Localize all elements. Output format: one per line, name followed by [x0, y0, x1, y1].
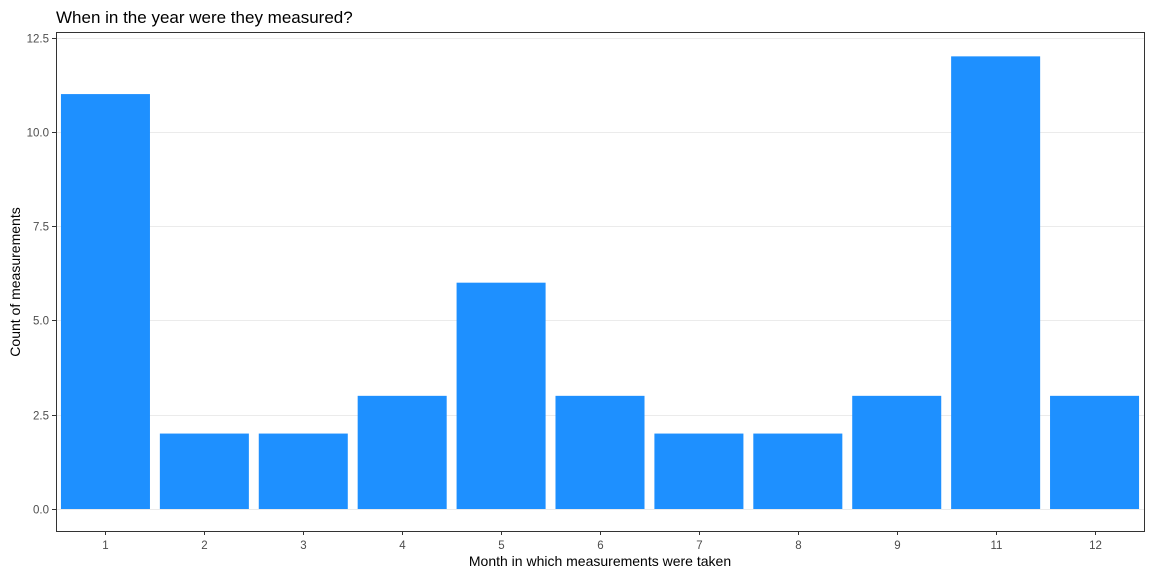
bar — [60, 94, 150, 509]
bar — [654, 433, 744, 509]
x-tick-label: 5 — [498, 540, 504, 552]
chart-title: When in the year were they measured? — [56, 8, 353, 27]
x-axis: 1 2 3 4 5 6 7 8 9 11 12 — [102, 531, 1102, 552]
bar — [951, 56, 1041, 510]
y-tick-label: 0.0 — [33, 505, 49, 517]
y-tick-label: 5.0 — [33, 316, 49, 328]
x-tick-label: 1 — [102, 540, 108, 552]
x-tick-label: 7 — [696, 540, 702, 552]
x-tick-label: 2 — [201, 540, 207, 552]
gridlines — [56, 38, 1144, 510]
bar — [357, 395, 447, 509]
y-tick-label: 7.5 — [33, 222, 49, 234]
x-tick-label: 8 — [795, 540, 801, 552]
x-tick-label: 9 — [894, 540, 900, 552]
y-tick-label: 12.5 — [27, 34, 49, 46]
bar — [753, 433, 843, 509]
y-axis-title: Count of measurements — [7, 207, 23, 356]
bar — [555, 395, 645, 509]
x-tick-label: 6 — [597, 540, 603, 552]
bars — [60, 56, 1140, 510]
bar — [1050, 395, 1140, 509]
bar — [852, 395, 942, 509]
x-tick-label: 11 — [991, 540, 1003, 552]
bar — [258, 433, 348, 509]
y-tick-label: 2.5 — [33, 411, 49, 423]
bar — [159, 433, 249, 509]
x-axis-title: Month in which measurements were taken — [469, 553, 731, 569]
y-axis: 0.0 2.5 5.0 7.5 10.0 12.5 — [27, 34, 56, 517]
x-tick-label: 4 — [399, 540, 406, 552]
bar — [456, 282, 546, 509]
x-tick-label: 12 — [1089, 540, 1102, 552]
y-tick-label: 10.0 — [27, 128, 49, 140]
x-tick-label: 3 — [300, 540, 306, 552]
